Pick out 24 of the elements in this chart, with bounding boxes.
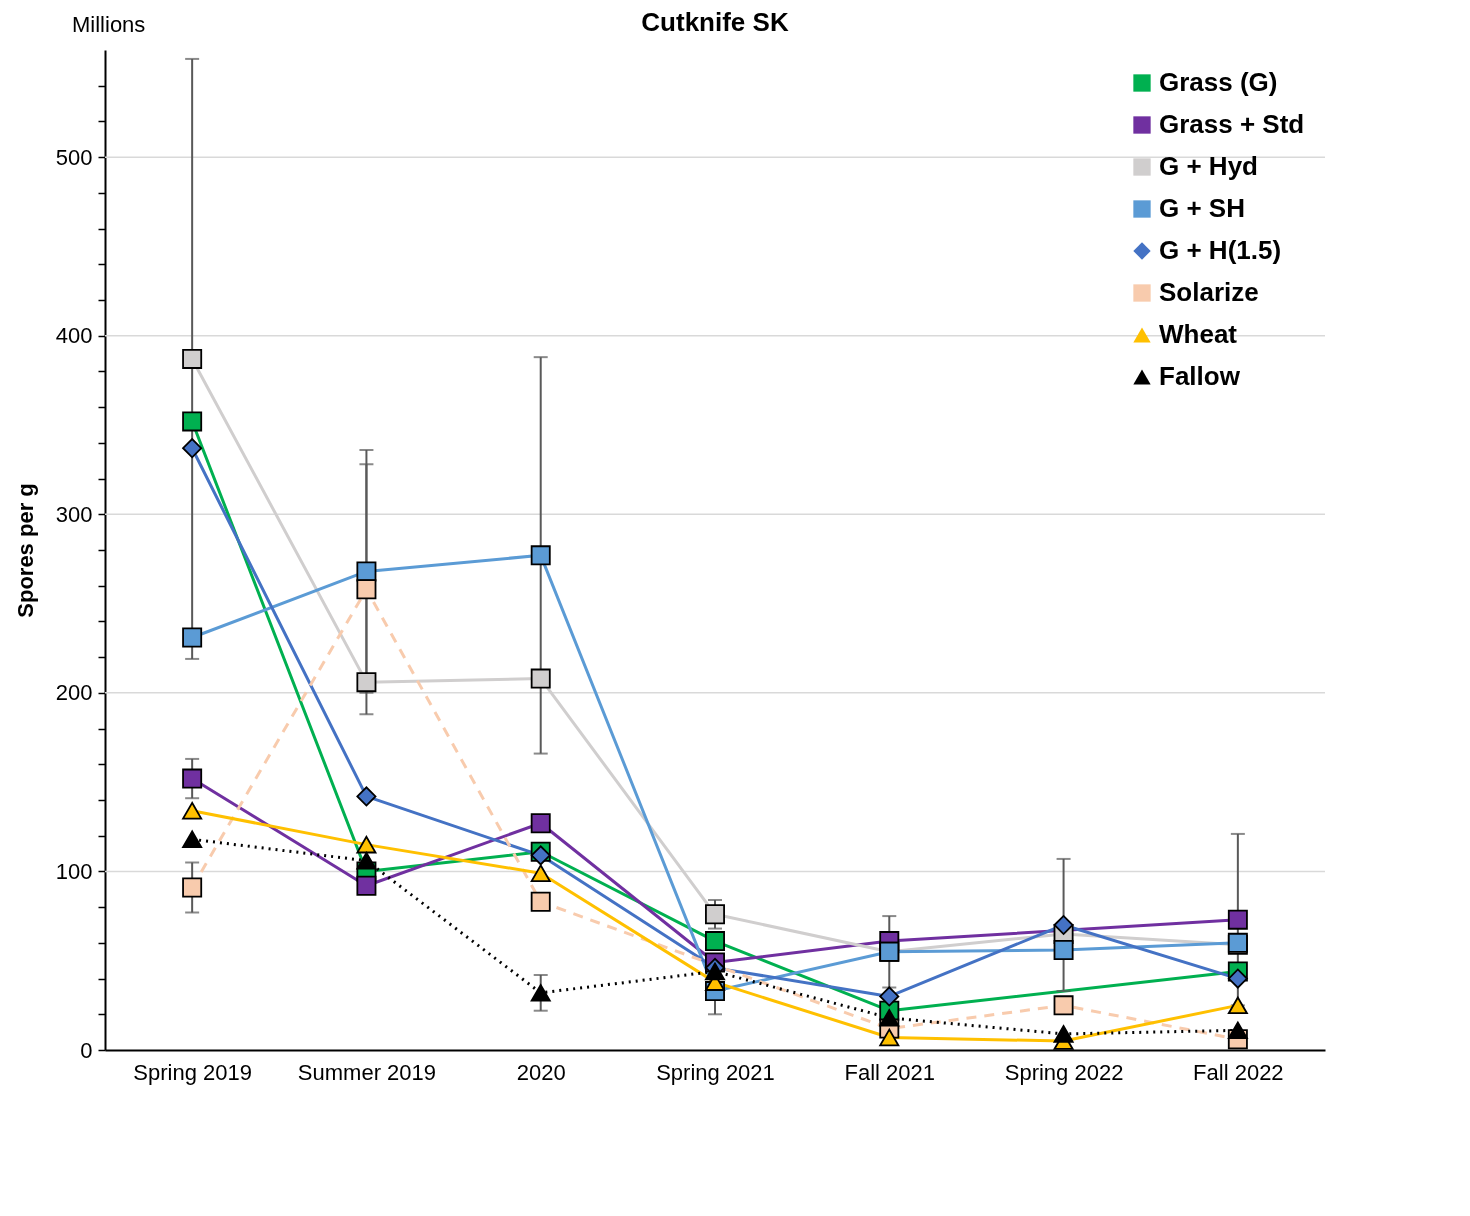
x-tick-label: 2020: [516, 1059, 566, 1085]
legend-label: Wheat: [1159, 319, 1238, 349]
y-tick-label: 300: [55, 501, 93, 527]
y-axis-title: Spores per g: [12, 483, 38, 618]
y-tick-label: 400: [55, 323, 93, 349]
legend-label: G + H(1.5): [1159, 235, 1282, 265]
x-tick-label: Spring 2022: [1004, 1059, 1124, 1085]
text: Millions: [72, 12, 146, 38]
x-tick-label: Summer 2019: [297, 1059, 437, 1085]
y-tick-label: 0: [80, 1037, 93, 1063]
legend-label: Solarize: [1159, 277, 1259, 307]
y-tick-label: 200: [55, 680, 93, 706]
legend-label: Fallow: [1159, 361, 1241, 391]
x-tick-label: Spring 2021: [656, 1059, 775, 1085]
x-tick-label: Spring 2019: [133, 1059, 252, 1085]
legend-label: Grass (G): [1159, 67, 1278, 97]
x-tick-label: Fall 2021: [844, 1059, 936, 1085]
legend-label: Grass + Std: [1159, 109, 1305, 139]
y-tick-label: 500: [55, 144, 93, 170]
chart-title: Cutknife SK: [641, 7, 789, 37]
legend-label: G + Hyd: [1159, 151, 1258, 181]
y-tick-label: 100: [55, 858, 93, 884]
legend-label: G + SH: [1159, 193, 1245, 223]
x-tick-label: Fall 2022: [1193, 1059, 1284, 1085]
